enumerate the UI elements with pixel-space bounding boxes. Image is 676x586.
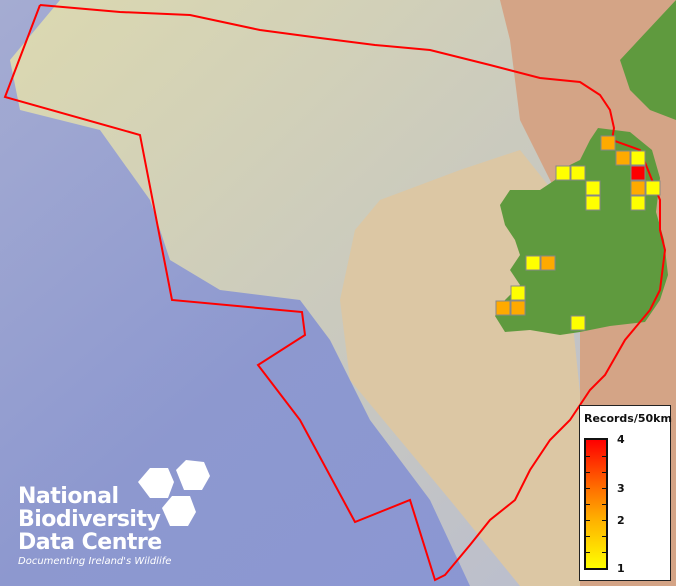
record-grid-cell[interactable] xyxy=(570,165,586,181)
eez-boundary xyxy=(3,4,667,582)
ireland-land xyxy=(495,128,668,335)
legend-color-ramp xyxy=(584,438,608,570)
legend-label-2: 2 xyxy=(617,514,625,527)
record-grid-cell[interactable] xyxy=(510,285,526,301)
logo-hexagons-icon xyxy=(138,460,210,526)
record-grid-cell[interactable] xyxy=(495,300,511,316)
record-grid-cell[interactable] xyxy=(630,165,646,181)
record-grid-cell[interactable] xyxy=(570,315,586,331)
record-grid-cell[interactable] xyxy=(630,195,646,211)
record-grid-cell[interactable] xyxy=(630,150,646,166)
britain-land xyxy=(620,0,676,120)
record-grid-cell[interactable] xyxy=(585,195,601,211)
record-grid-cell[interactable] xyxy=(615,150,631,166)
logo-line-3: Data Centre xyxy=(18,530,162,555)
legend: Records/50km 4 3 2 1 xyxy=(579,405,672,581)
legend-label-3: 3 xyxy=(617,482,625,495)
record-grid-cell[interactable] xyxy=(555,165,571,181)
legend-label-1: 1 xyxy=(617,562,625,575)
record-grid-cell[interactable] xyxy=(630,180,646,196)
record-grid-cell[interactable] xyxy=(525,255,541,271)
logo-line-1: National xyxy=(18,484,119,509)
logo-tagline: Documenting Ireland's Wildlife xyxy=(18,556,172,567)
legend-title: Records/50km xyxy=(584,412,672,425)
nbdc-logo: National Biodiversity Data Centre Docume… xyxy=(18,460,210,567)
record-grid-cell[interactable] xyxy=(510,300,526,316)
logo-line-2: Biodiversity xyxy=(18,507,161,532)
record-grid-cell[interactable] xyxy=(585,180,601,196)
record-grid-cell[interactable] xyxy=(645,180,661,196)
legend-label-4: 4 xyxy=(617,433,625,446)
record-grid-cell[interactable] xyxy=(540,255,556,271)
record-grid-cell[interactable] xyxy=(600,135,616,151)
